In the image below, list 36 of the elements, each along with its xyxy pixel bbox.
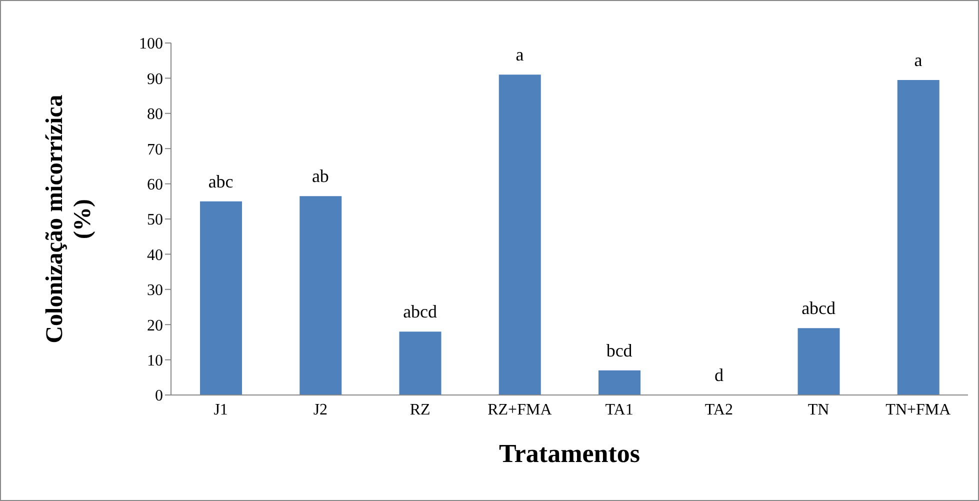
bar [498,74,541,395]
bar [200,201,242,395]
annotation: abcd [403,302,438,322]
y-tick-label: 70 [147,141,163,158]
bar [300,196,342,395]
y-tick-label: 80 [147,106,163,124]
y-axis-title: Colonização micorrízica (%) [42,94,96,344]
x-tick-label: TA2 [704,401,733,418]
x-tick-label: TN+FMA [886,401,952,418]
annotation: d [714,365,724,385]
y-tick-label: 0 [155,388,163,405]
x-tick-label: RZ [410,401,430,418]
y-tick-label: 50 [147,212,163,229]
x-tick-label: J1 [214,401,228,418]
y-tick-label: 40 [147,246,163,264]
annotation: abcd [802,298,836,318]
annotation: a [914,50,922,70]
y-tick-label: 90 [147,70,163,88]
bar [598,370,640,395]
x-tick-label: J2 [313,401,328,418]
x-tick-label: TN [808,401,830,418]
y-tick-label: 100 [139,36,163,53]
y-tick-label: 10 [147,352,163,370]
bar [798,328,840,395]
x-axis-title: Tratamentos [498,439,640,468]
bar [897,80,940,395]
x-tick-label: TA1 [605,401,634,418]
y-tick-label: 30 [147,282,163,300]
annotation: a [516,44,524,65]
annotation: ab [312,166,329,186]
annotation: bcd [606,340,632,360]
y-tick-label: 20 [147,317,163,334]
bar [399,332,442,395]
x-tick-label: RZ+FMA [488,401,552,418]
y-tick-label: 60 [147,176,163,194]
annotation: abc [208,171,234,192]
